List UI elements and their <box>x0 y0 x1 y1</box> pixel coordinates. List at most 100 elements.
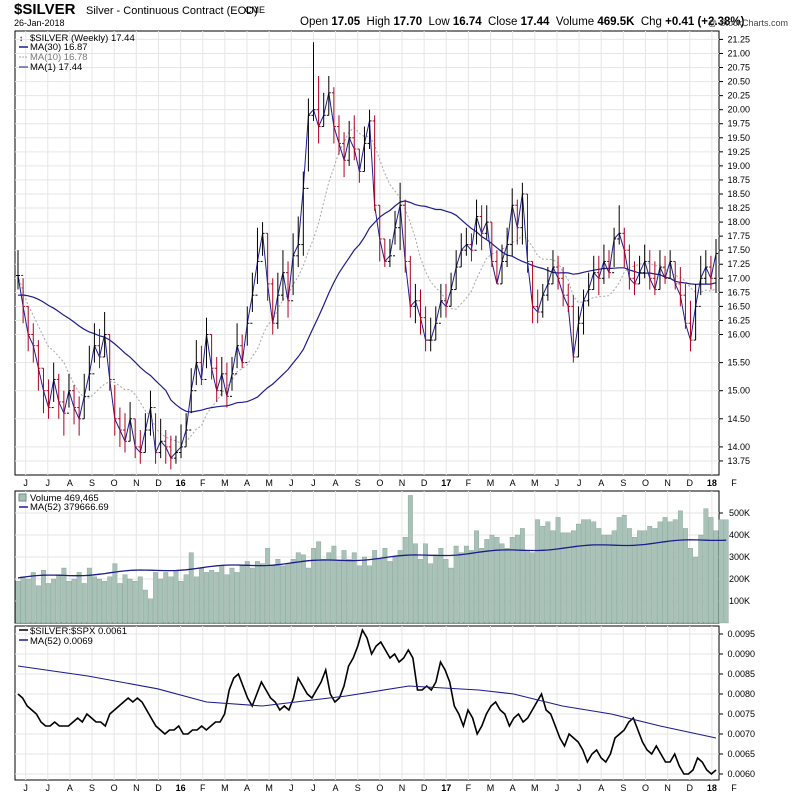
ohlc-bar <box>199 345 204 386</box>
price-x-tick-label: O <box>642 478 649 488</box>
ratio-y-tick-label: 0.0065 <box>727 749 755 759</box>
ratio-x-tick-label: J <box>289 783 294 793</box>
ohlc-bar <box>331 87 336 144</box>
volume-bar <box>469 550 474 624</box>
price-y-tick-label: 16.00 <box>727 329 750 339</box>
ratio-y-tick-label: 0.0095 <box>727 629 755 639</box>
price-x-tick-label: A <box>244 478 250 488</box>
ohlc-bar <box>31 323 36 363</box>
low-value: 16.74 <box>452 16 482 28</box>
volume-bar <box>321 559 327 624</box>
price-x-tick-label: D <box>421 478 428 488</box>
volume-legend-swatch <box>18 493 27 502</box>
volume-bar <box>642 530 648 624</box>
price-y-tick-label: 17.00 <box>727 273 750 283</box>
volume-bar <box>61 567 67 624</box>
volume-bar <box>530 552 535 624</box>
volume-bar <box>204 572 209 624</box>
price-y-tick-label: 14.50 <box>727 414 750 424</box>
ohlc-bar <box>408 255 413 318</box>
volume-bar <box>362 556 367 624</box>
ohlc-bar <box>311 42 316 121</box>
ratio-x-tick-label: J <box>46 783 51 793</box>
volume-bar <box>56 574 62 624</box>
volume-bar <box>438 548 444 624</box>
volume-bar <box>683 528 688 624</box>
ohlc-bar <box>77 396 82 436</box>
ohlc-bar <box>229 356 234 397</box>
ohlc-bar <box>418 289 423 335</box>
ohlc-bar <box>663 255 668 284</box>
volume-bar <box>392 556 398 624</box>
ohlc-bar <box>184 413 189 448</box>
price-y-tick-label: 21.25 <box>727 34 750 44</box>
volume-bar <box>107 576 113 624</box>
chg-value: +0.41 (+2.38%) <box>665 16 745 28</box>
ohlc-bar <box>561 267 566 307</box>
volume-bar <box>249 567 255 624</box>
ohlc-bar <box>678 267 683 307</box>
volume-bar <box>662 517 668 624</box>
ratio-x-tick-label: M <box>531 783 539 793</box>
ohlc-bar <box>510 188 515 256</box>
volume-bar <box>489 534 495 624</box>
ohlc-bar <box>336 115 341 155</box>
ratio-ma-legend-label: MA(52) 0.0069 <box>30 636 93 647</box>
price-x-tick-label: S <box>89 478 95 488</box>
volume-bar <box>163 572 169 624</box>
volume-bar <box>591 521 597 624</box>
volume-bar <box>382 548 388 624</box>
ohlc-bar <box>688 300 693 352</box>
volume-bar <box>514 534 520 624</box>
volume-bar <box>657 521 663 624</box>
ohlc-bar <box>642 244 647 279</box>
ohlc-bar <box>387 238 392 268</box>
volume-bar <box>188 552 194 624</box>
volume-bar <box>688 548 693 624</box>
ratio-y-tick-label: 0.0075 <box>727 709 755 719</box>
ohlc-bar <box>428 317 433 352</box>
volume-bar <box>621 515 627 624</box>
volume-bar <box>336 561 342 624</box>
ohlc-bar <box>423 306 428 352</box>
chart-symbol: $SILVER <box>14 1 76 18</box>
ohlc-bar <box>46 379 51 419</box>
volume-bar <box>606 534 612 624</box>
price-x-tick-label: A <box>333 478 339 488</box>
price-y-tick-label: 16.50 <box>727 301 750 311</box>
ratio-x-tick-label: S <box>620 783 626 793</box>
ohlc-bar <box>347 120 352 166</box>
ohlc-bar <box>306 98 311 189</box>
ohlc-bar <box>107 333 112 391</box>
ohlc-bar <box>413 283 418 324</box>
volume-bar <box>214 572 220 624</box>
ohlc-bar <box>494 250 499 285</box>
ratio-line <box>17 627 717 776</box>
ohlc-bar <box>398 182 403 251</box>
ohlc-bar <box>321 92 326 128</box>
ohlc-bar <box>703 250 708 284</box>
price-x-tick-label: A <box>510 478 516 488</box>
ratio-y-tick-label: 0.0080 <box>727 689 755 699</box>
volume-bar <box>708 517 714 624</box>
volume-bar <box>402 537 408 624</box>
price-x-tick-label: 17 <box>441 478 451 488</box>
price-x-tick-label: M <box>531 478 539 488</box>
ohlc-bar <box>668 250 673 279</box>
volume-bar <box>25 578 31 624</box>
ohlc-bar <box>576 306 581 358</box>
ohlc-bar <box>245 306 250 364</box>
volume-bar <box>97 578 102 624</box>
volume-bar <box>367 565 372 624</box>
volume-bar <box>173 570 179 624</box>
ohlc-bar <box>393 210 398 257</box>
volume-bar <box>703 508 709 624</box>
ratio-x-tick-label: J <box>577 783 582 793</box>
ma30-legend-label: MA(30) 16.87 <box>30 42 88 53</box>
volume-bar <box>632 537 637 624</box>
volume-bar <box>71 578 77 624</box>
volume-bar <box>295 552 301 624</box>
price-x-tick-label: 16 <box>176 478 186 488</box>
price-x-tick-label: F <box>731 478 737 488</box>
